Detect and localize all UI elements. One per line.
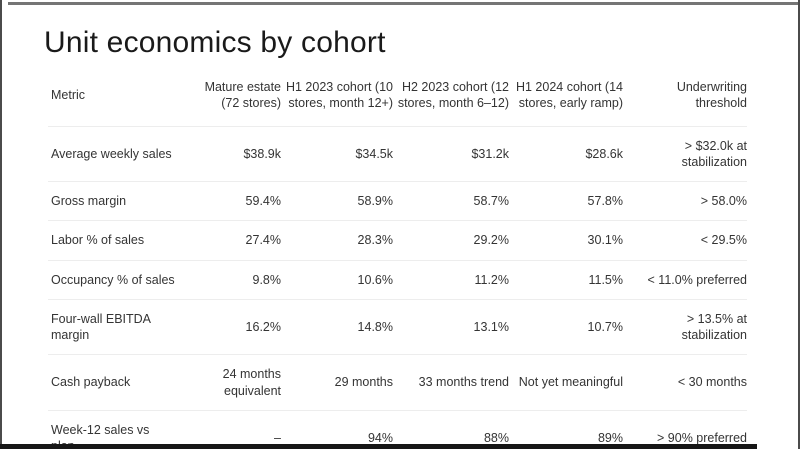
table-row-labor-pct-of-sales: Labor % of sales 27.4% 28.3% 29.2% 30.1%…	[48, 220, 747, 260]
table-row-occupancy-pct-of-sales: Occupancy % of sales 9.8% 10.6% 11.2% 11…	[48, 260, 747, 299]
value-cell: 11.2%	[474, 272, 509, 287]
value-cell: 88%	[483, 430, 509, 445]
value-cell: 59.4%	[245, 194, 281, 208]
value-cell: 10.7%	[587, 319, 623, 334]
value-cell: 24 months equivalent	[222, 367, 281, 398]
column-header-metric: Metric	[51, 88, 86, 103]
metric-cell: Average weekly sales	[51, 146, 172, 161]
threshold-cell: > 13.5% at stabilization	[681, 311, 747, 342]
table-row-average-weekly-sales: Average weekly sales $38.9k $34.5k $31.2…	[48, 126, 747, 182]
column-header-mature-estate: Mature estate (72 stores)	[204, 80, 281, 111]
table-row-four-wall-ebitda-margin: Four-wall EBITDA margin 16.2% 14.8% 13.1…	[48, 299, 747, 355]
value-cell: 94%	[367, 430, 393, 445]
threshold-cell: < 29.5%	[700, 233, 747, 248]
threshold-cell: > 90% preferred	[657, 430, 747, 445]
column-header-h1-2024-cohort: H1 2024 cohort (14 stores, early ramp)	[515, 80, 623, 111]
value-cell: 57.8%	[587, 194, 623, 208]
value-cell: 58.7%	[473, 194, 509, 208]
table-row-cash-payback: Cash payback 24 months equivalent 29 mon…	[48, 354, 747, 411]
value-cell: 58.9%	[357, 194, 393, 208]
value-cell: 29 months	[334, 375, 393, 390]
table-header-row: Metric Mature estate (72 stores) H1 2023…	[48, 73, 747, 126]
threshold-cell: < 30 months	[677, 375, 747, 390]
column-header-underwriting-threshold: Underwriting threshold	[676, 80, 747, 111]
value-cell: $34.5k	[355, 146, 393, 161]
value-cell: 14.8%	[357, 319, 393, 334]
value-cell: 89%	[597, 430, 623, 445]
window-top-edge	[8, 2, 800, 5]
column-header-h2-2023-cohort: H2 2023 cohort (12 stores, month 6–12)	[397, 80, 509, 111]
threshold-cell: > $32.0k at stabilization	[681, 138, 747, 169]
threshold-cell: > 58.0%	[700, 194, 747, 208]
table-row-gross-margin: Gross margin 59.4% 58.9% 58.7% 57.8% > 5…	[48, 181, 747, 221]
value-cell: 27.4%	[245, 233, 281, 248]
value-cell: 9.8%	[252, 272, 282, 287]
metric-cell: Gross margin	[51, 194, 127, 208]
value-cell: $38.9k	[243, 146, 281, 161]
value-cell: 28.3%	[357, 233, 393, 248]
window-bottom-bar	[0, 444, 757, 449]
metric-cell: Occupancy % of sales	[51, 272, 175, 287]
value-cell: 29.2%	[473, 233, 509, 248]
value-cell: 33 months trend	[418, 375, 509, 390]
window-left-edge	[0, 0, 2, 449]
page-title: Unit economics by cohort	[44, 26, 386, 59]
window-right-edge	[798, 0, 800, 449]
metric-cell: Cash payback	[51, 375, 131, 390]
value-cell: 30.1%	[587, 233, 623, 248]
value-cell: $28.6k	[585, 146, 623, 161]
value-cell: 10.6%	[357, 272, 393, 287]
metric-cell: Labor % of sales	[51, 233, 145, 248]
value-cell: 13.1%	[473, 319, 509, 334]
metric-cell: Four-wall EBITDA margin	[51, 311, 151, 342]
value-cell: $31.2k	[471, 146, 509, 161]
value-cell: –	[274, 430, 281, 445]
threshold-cell: < 11.0% preferred	[647, 272, 747, 287]
value-cell: Not yet meaningful	[518, 375, 623, 390]
value-cell: 11.5%	[588, 272, 623, 287]
cohort-table: Metric Mature estate (72 stores) H1 2023…	[48, 73, 747, 449]
column-header-h1-2023-cohort: H1 2023 cohort (10 stores, month 12+)	[285, 80, 393, 111]
value-cell: 16.2%	[245, 319, 281, 334]
